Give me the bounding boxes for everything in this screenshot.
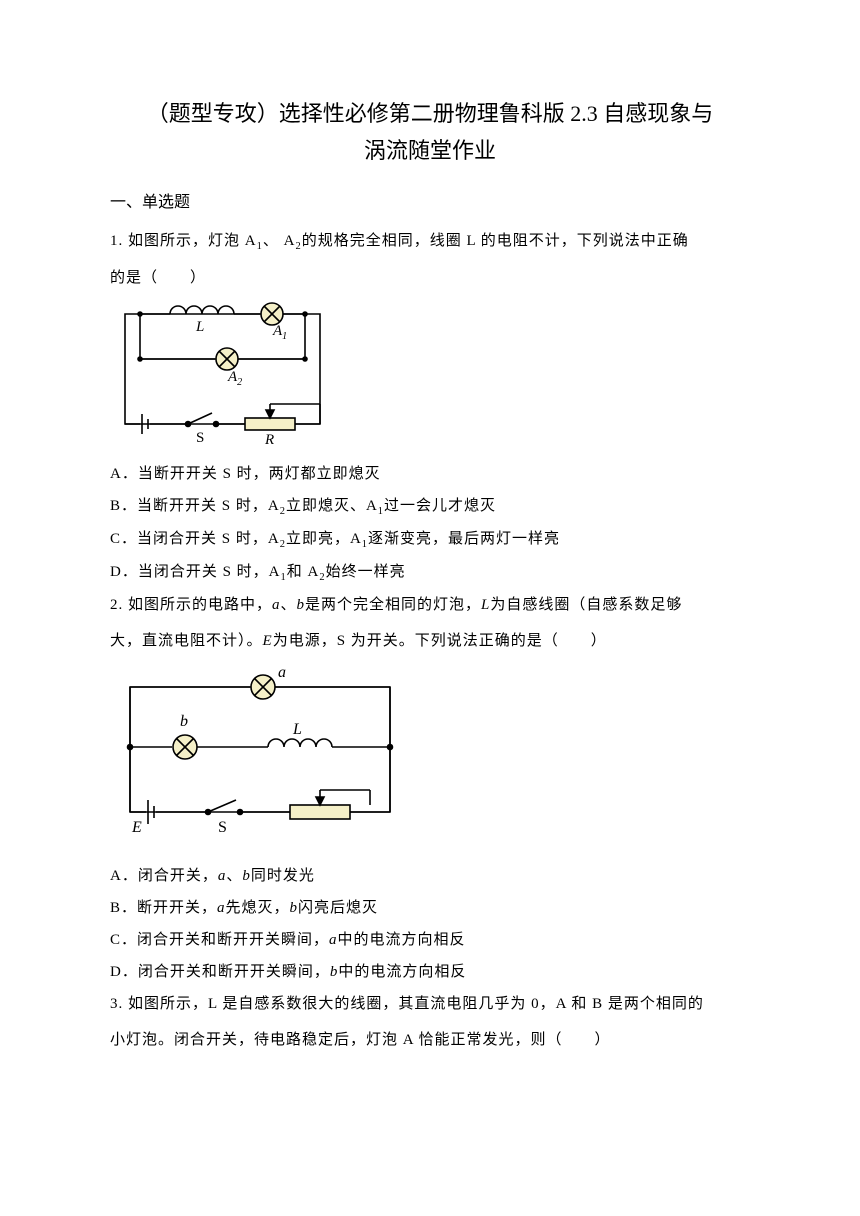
svg-text:E: E bbox=[131, 819, 142, 836]
q2-option-c: C．闭合开关和断开开关瞬间，a中的电流方向相反 bbox=[110, 925, 750, 955]
page-title: （题型专攻）选择性必修第二册物理鲁科版 2.3 自感现象与 涡流随堂作业 bbox=[110, 95, 750, 170]
svg-text:L: L bbox=[292, 721, 302, 738]
svg-text:R: R bbox=[264, 432, 274, 448]
svg-text:L: L bbox=[195, 319, 204, 335]
svg-text:A2: A2 bbox=[227, 369, 242, 388]
title-line-1: （题型专攻）选择性必修第二册物理鲁科版 2.3 自感现象与 bbox=[147, 101, 714, 126]
svg-text:S: S bbox=[218, 819, 227, 836]
q2-stem-l1: 2. 如图所示的电路中，a、b是两个完全相同的灯泡，L为自感线圈（自感系数足够 bbox=[110, 590, 750, 620]
svg-text:S: S bbox=[196, 430, 204, 446]
q2-option-a: A．闭合开关，a、b同时发光 bbox=[110, 861, 750, 891]
svg-text:a: a bbox=[278, 664, 286, 681]
section-heading-1: 一、单选题 bbox=[110, 188, 750, 212]
q1-stem: 1. 如图所示，灯泡 A1、 A2的规格完全相同，线圈 L 的电阻不计，下列说法… bbox=[110, 226, 750, 257]
q1-option-a: A．当断开开关 S 时，两灯都立即熄灭 bbox=[110, 459, 750, 489]
title-line-2: 涡流随堂作业 bbox=[364, 138, 496, 163]
q3-stem-l1: 3. 如图所示，L 是自感系数很大的线圈，其直流电阻几乎为 0，A 和 B 是两… bbox=[110, 989, 750, 1019]
q1-stem-line2: 的是（ ） bbox=[110, 263, 750, 293]
q2-circuit-diagram: a b L E S bbox=[110, 662, 750, 837]
q1-circuit-diagram: L A1 A2 S R bbox=[110, 299, 750, 449]
q2-stem-l2: 大，直流电阻不计）。E为电源，S 为开关。下列说法正确的是（ ） bbox=[110, 626, 750, 656]
q3-stem-l2: 小灯泡。闭合开关，待电路稳定后，灯泡 A 恰能正常发光，则（ ） bbox=[110, 1025, 750, 1055]
q2-option-d: D．闭合开关和断开开关瞬间，b中的电流方向相反 bbox=[110, 957, 750, 987]
q1-option-d: D．当闭合开关 S 时，A1和 A2始终一样亮 bbox=[110, 557, 750, 588]
svg-text:b: b bbox=[180, 713, 188, 730]
q2-option-b: B．断开开关，a先熄灭，b闪亮后熄灭 bbox=[110, 893, 750, 923]
q1-option-b: B．当断开开关 S 时，A2立即熄灭、A1过一会儿才熄灭 bbox=[110, 491, 750, 522]
svg-text:A1: A1 bbox=[272, 323, 287, 342]
q1-option-c: C．当闭合开关 S 时，A2立即亮，A1逐渐变亮，最后两灯一样亮 bbox=[110, 524, 750, 555]
